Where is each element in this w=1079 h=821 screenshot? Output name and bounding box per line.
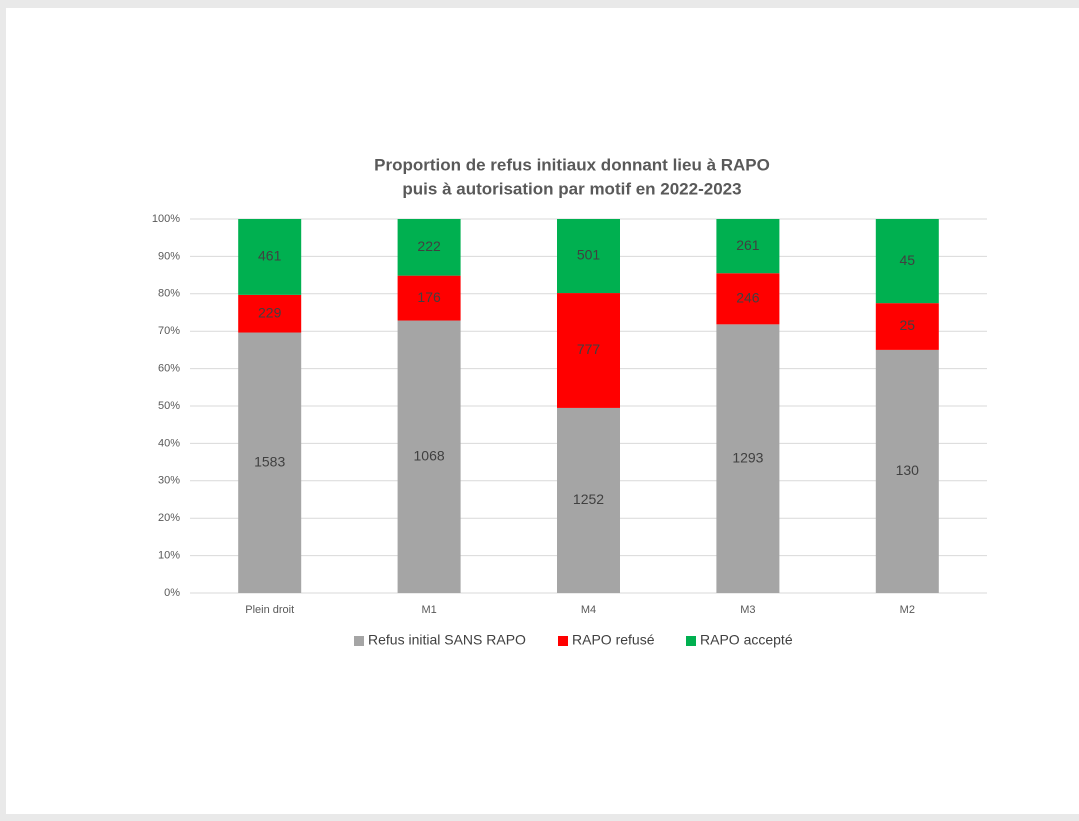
data-label: 1252 xyxy=(573,491,604,507)
data-label: 229 xyxy=(258,304,282,320)
bar-segment xyxy=(716,324,780,593)
data-label: 261 xyxy=(736,237,760,253)
chart-title: puis à autorisation par motif en 2022-20… xyxy=(402,179,741,198)
data-label: 222 xyxy=(417,238,441,254)
data-label: 1583 xyxy=(254,453,285,469)
bar-segment xyxy=(716,219,780,274)
y-tick-label: 40% xyxy=(158,437,180,449)
bar-segment xyxy=(716,273,780,325)
y-tick-label: 20% xyxy=(158,512,180,524)
bar-segment xyxy=(238,294,302,333)
x-tick-label: M2 xyxy=(900,604,915,616)
legend-swatch xyxy=(558,636,568,646)
bar-segment xyxy=(557,219,620,294)
y-tick-label: 60% xyxy=(158,363,180,375)
data-label: 130 xyxy=(896,462,920,478)
x-tick-label: M4 xyxy=(581,604,596,616)
data-label: 461 xyxy=(258,248,282,264)
bar-segment xyxy=(557,293,620,408)
bar-segment xyxy=(397,320,461,593)
data-label: 1068 xyxy=(414,447,445,463)
data-label: 1293 xyxy=(732,449,763,465)
bar-segment xyxy=(557,407,620,593)
y-tick-label: 30% xyxy=(158,475,180,487)
data-label: 777 xyxy=(577,341,601,357)
y-tick-label: 0% xyxy=(164,587,180,599)
y-tick-label: 50% xyxy=(158,400,180,412)
bar-segment xyxy=(875,303,939,350)
data-label: 501 xyxy=(577,247,601,263)
chart-title: Proportion de refus initiaux donnant lie… xyxy=(374,155,770,174)
bar-segment xyxy=(238,332,302,593)
y-tick-label: 70% xyxy=(158,325,180,337)
bar-segment xyxy=(397,275,461,321)
bar-segment xyxy=(875,349,939,593)
bar-segment xyxy=(875,219,939,304)
data-label: 25 xyxy=(900,317,916,333)
legend-swatch xyxy=(686,636,696,646)
x-tick-label: M1 xyxy=(421,604,436,616)
x-tick-label: M3 xyxy=(740,604,755,616)
bar-segment xyxy=(238,219,302,295)
y-tick-label: 80% xyxy=(158,288,180,300)
legend-swatch xyxy=(354,636,364,646)
y-tick-label: 100% xyxy=(152,213,180,225)
y-tick-label: 10% xyxy=(158,550,180,562)
y-tick-label: 90% xyxy=(158,250,180,262)
bar-segment xyxy=(397,219,461,276)
legend-label: Refus initial SANS RAPO xyxy=(368,632,526,648)
data-label: 45 xyxy=(900,252,916,268)
legend-label: RAPO refusé xyxy=(572,632,655,648)
legend-label: RAPO accepté xyxy=(700,632,793,648)
data-label: 176 xyxy=(417,289,441,305)
data-label: 246 xyxy=(736,289,760,305)
x-tick-label: Plein droit xyxy=(245,604,294,616)
